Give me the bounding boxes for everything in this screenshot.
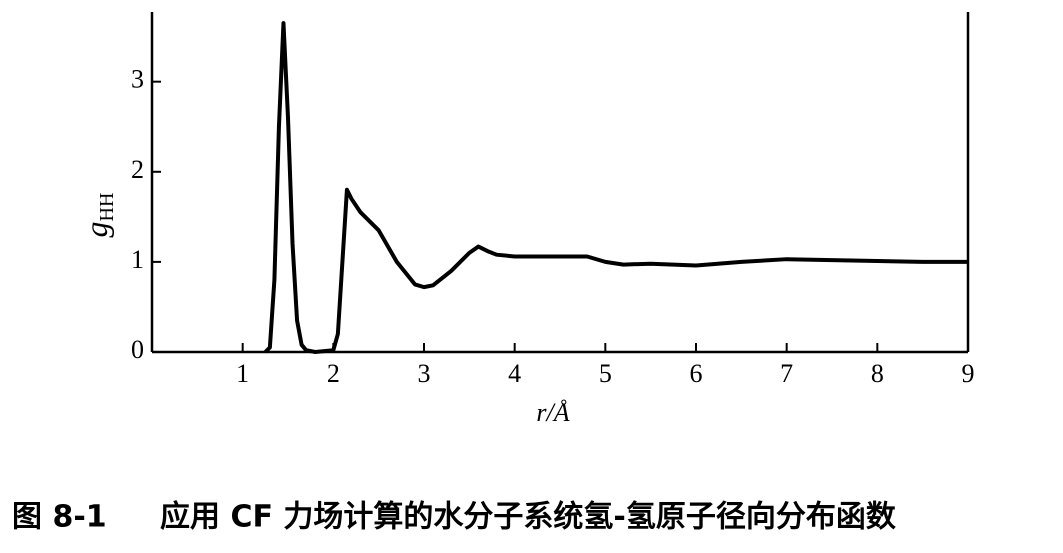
x-tick-label: 6 xyxy=(690,359,703,388)
x-tick-label: 1 xyxy=(236,359,249,388)
x-tick-label: 4 xyxy=(508,359,521,388)
x-tick-label: 3 xyxy=(418,359,431,388)
y-axis-label: gHH xyxy=(78,193,117,238)
x-tick-label: 8 xyxy=(871,359,884,388)
x-tick-label: 2 xyxy=(327,359,340,388)
y-tick-label: 2 xyxy=(131,155,144,184)
y-tick-label: 3 xyxy=(131,65,144,94)
y-label-sub: HH xyxy=(96,193,118,222)
x-tick-label: 7 xyxy=(780,359,793,388)
caption: 应用 CF 力场计算的水分子系统氢-氢原子径向分布函数 xyxy=(160,500,897,535)
x-tick-label: 5 xyxy=(599,359,612,388)
x-tick-label: 9 xyxy=(962,359,975,388)
data-line xyxy=(263,21,968,354)
figure-number: 图 8-1 xyxy=(12,500,107,535)
y-tick-label: 1 xyxy=(131,245,144,274)
x-axis-label: r/Å xyxy=(536,398,569,427)
y-label-main: g xyxy=(78,221,114,237)
y-tick-label: 0 xyxy=(131,335,144,364)
